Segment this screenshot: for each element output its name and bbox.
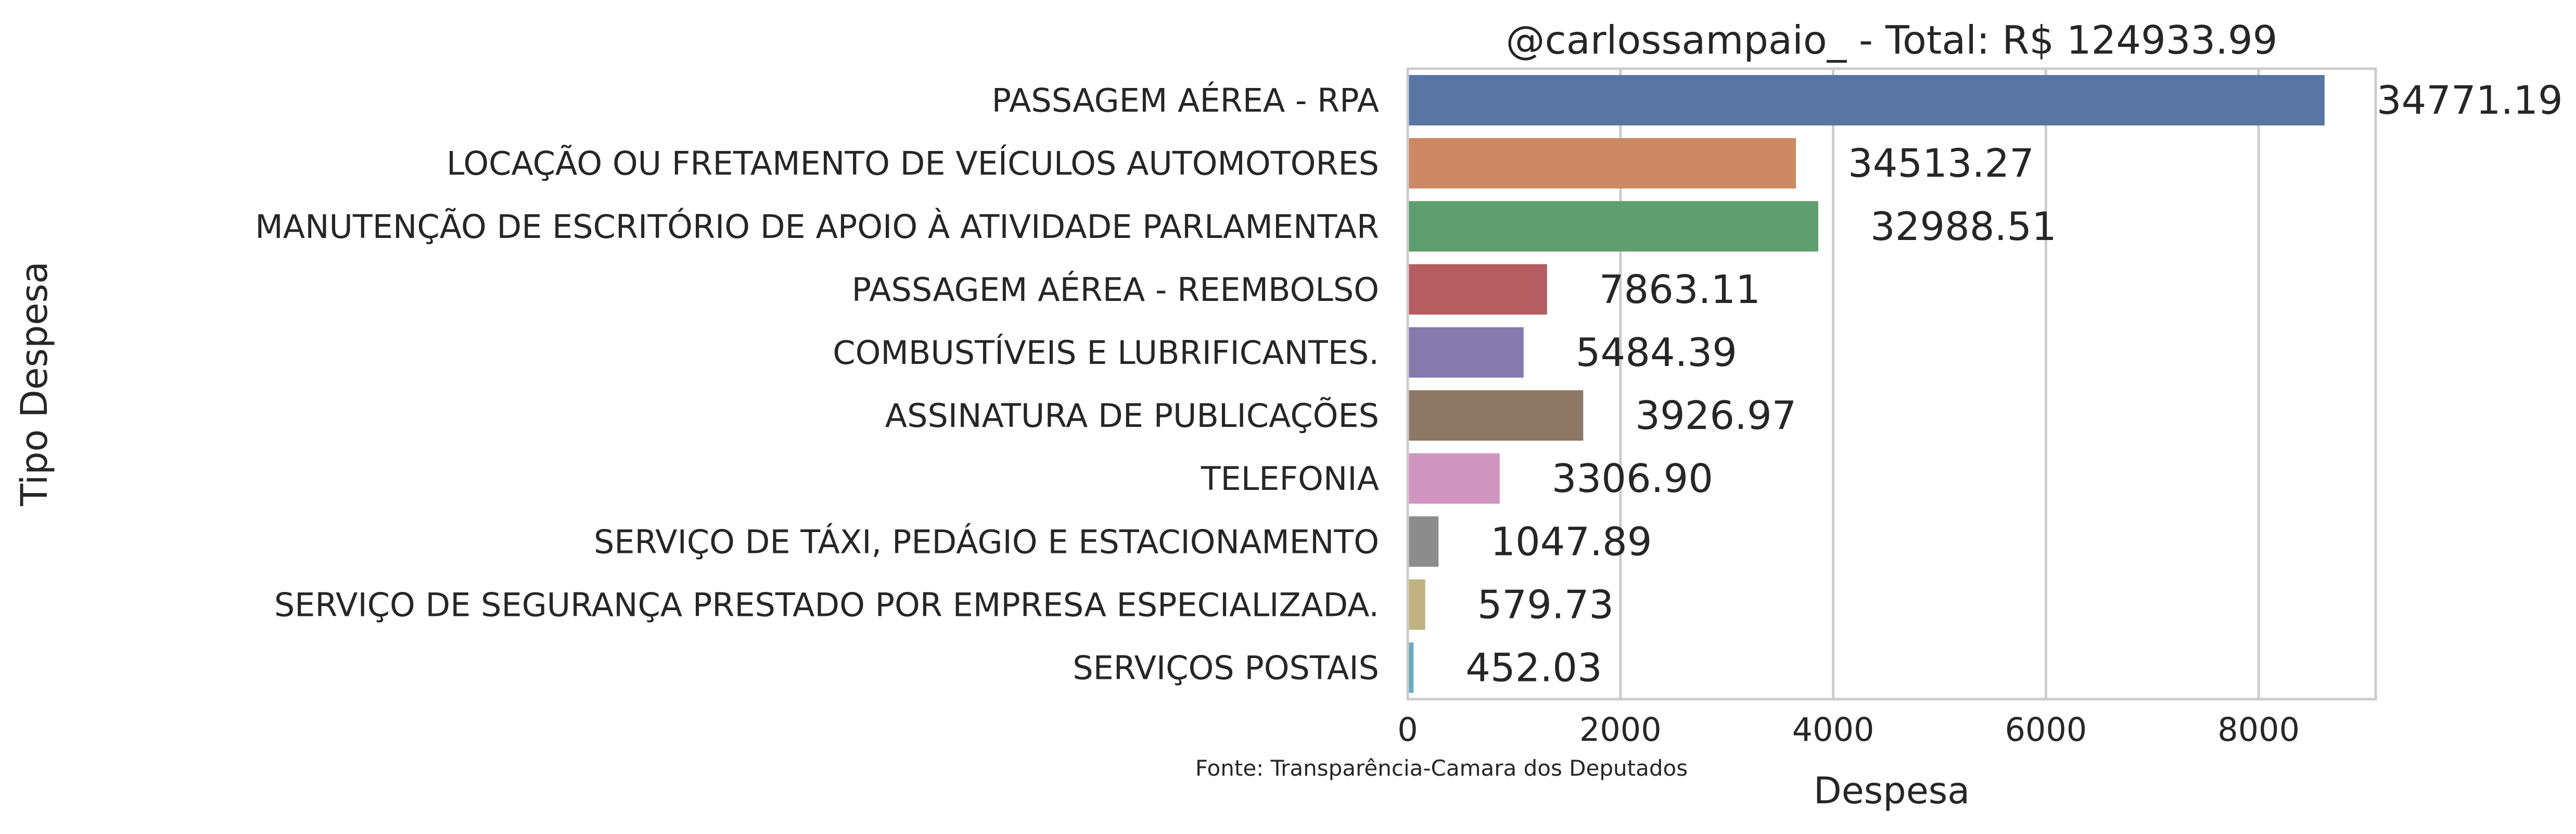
x-tick-label: 4000: [1792, 711, 1874, 749]
x-axis-title: Despesa: [1814, 769, 1970, 812]
value-label: 32988.51: [1870, 204, 2057, 249]
bar: [1408, 264, 1547, 315]
category-label: PASSAGEM AÉREA - RPA: [992, 82, 1379, 120]
x-tick-label: 2000: [1579, 711, 1662, 749]
x-tick-labels: 0 2000 4000 6000 8000: [1397, 711, 2300, 749]
y-axis-title: Tipo Despesa: [13, 261, 56, 507]
category-label: ASSINATURA DE PUBLICAÇÕES: [885, 397, 1379, 435]
bar: [1408, 327, 1524, 378]
x-tick-label: 8000: [2217, 711, 2300, 749]
bar: [1408, 453, 1500, 504]
category-label: LOCAÇÃO OU FRETAMENTO DE VEÍCULOS AUTOMO…: [447, 145, 1379, 183]
plot-frame: [1406, 67, 2377, 701]
bar: [1408, 138, 1796, 189]
bar: [1408, 579, 1425, 630]
value-label: 1047.89: [1490, 519, 1652, 564]
category-label: SERVIÇO DE SEGURANÇA PRESTADO POR EMPRES…: [274, 586, 1379, 624]
category-label: MANUTENÇÃO DE ESCRITÓRIO DE APOIO À ATIV…: [255, 207, 1379, 246]
category-label: SERVIÇO DE TÁXI, PEDÁGIO E ESTACIONAMENT…: [594, 522, 1379, 561]
bar: [1408, 75, 2325, 125]
category-label: COMBUSTÍVEIS E LUBRIFICANTES.: [833, 334, 1379, 372]
chart-title: @carlossampaio_ - Total: R$ 124933.99: [1506, 17, 2278, 63]
category-label: SERVIÇOS POSTAIS: [1073, 649, 1379, 687]
category-label: TELEFONIA: [1201, 460, 1379, 498]
x-tick-label: 0: [1397, 711, 1418, 749]
bar: [1408, 516, 1439, 567]
bar: [1408, 642, 1414, 693]
source-note: Fonte: Transparência-Camara dos Deputado…: [1195, 755, 1688, 781]
x-tick-label: 6000: [2005, 711, 2087, 749]
bars: [1408, 75, 2325, 693]
value-labels: 34771.19 34513.27 32988.51 7863.11 5484.39 39…: [1465, 78, 2563, 691]
category-labels: PASSAGEM AÉREA - RPA LOCAÇÃO OU FRETAMENT…: [255, 82, 1379, 687]
value-label: 7863.11: [1599, 267, 1761, 312]
value-label: 452.03: [1465, 645, 1602, 690]
value-label: 34771.19: [2377, 78, 2563, 123]
value-label: 34513.27: [1848, 141, 2034, 186]
bar: [1408, 201, 1818, 252]
bar: [1408, 390, 1584, 441]
value-label: 5484.39: [1576, 330, 1737, 375]
category-label: PASSAGEM AÉREA - REEMBOLSO: [852, 271, 1379, 309]
value-label: 3306.90: [1552, 456, 1713, 501]
value-label: 579.73: [1477, 582, 1614, 627]
value-label: 3926.97: [1635, 393, 1796, 438]
